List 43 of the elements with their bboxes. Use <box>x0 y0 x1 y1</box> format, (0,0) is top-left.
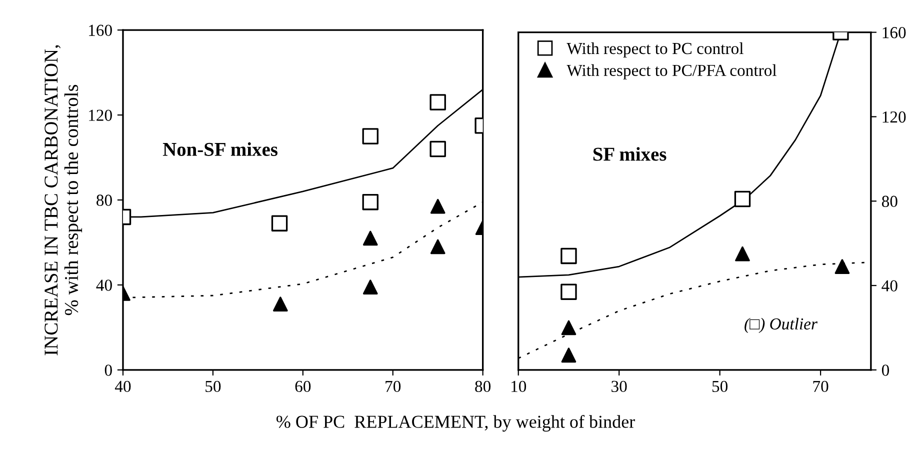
x-tick-label: 50 <box>712 380 728 392</box>
point <box>362 128 378 144</box>
point <box>271 215 288 232</box>
point <box>362 280 378 294</box>
x-tick-label: 70 <box>386 380 401 392</box>
point <box>560 284 577 300</box>
y-tick-label: 120 <box>89 110 112 121</box>
point <box>362 194 378 210</box>
y-tick-label: 40 <box>96 280 112 291</box>
x-tick-label: 60 <box>295 380 311 392</box>
point <box>430 198 446 214</box>
y2-tick-label: 40 <box>882 280 898 292</box>
x-axis-title: % OF PC REPLACEMENT, by weight of binder <box>276 414 635 432</box>
point <box>430 239 446 254</box>
x-tick-label: 50 <box>206 380 221 392</box>
point <box>430 94 446 110</box>
point <box>561 348 576 363</box>
point <box>734 190 751 208</box>
annotation: (□) Outlier <box>744 318 818 333</box>
point <box>561 320 576 336</box>
y2-tick-label: 0 <box>882 364 890 376</box>
legend-label: With respect to PC control <box>566 42 744 58</box>
point <box>834 259 850 274</box>
point <box>272 296 288 312</box>
y2-tick-label: 160 <box>882 27 906 38</box>
point <box>430 140 446 158</box>
point <box>362 230 378 246</box>
y-tick-label: 0 <box>104 364 112 376</box>
point <box>560 248 577 264</box>
annotation: SF mixes <box>593 147 666 161</box>
x-tick-label: 40 <box>114 380 131 392</box>
x-tick-label: 70 <box>813 380 828 392</box>
y2-tick-label: 80 <box>882 196 898 208</box>
y-tick-label: 160 <box>89 24 112 36</box>
y2-tick-label: 120 <box>882 111 906 123</box>
x-tick-label: 30 <box>612 380 627 392</box>
legend-label: With respect to PC/PFA control <box>566 64 776 80</box>
annotation: Non-SF mixes <box>162 142 278 156</box>
y-tick-label: 80 <box>96 194 112 206</box>
x-tick-label: 80 <box>475 380 491 392</box>
x-tick-label: 10 <box>511 380 526 392</box>
point <box>735 246 750 262</box>
y-axis-title: INCREASE IN TBC CARBONATION, % with respect to the controls <box>44 45 82 356</box>
